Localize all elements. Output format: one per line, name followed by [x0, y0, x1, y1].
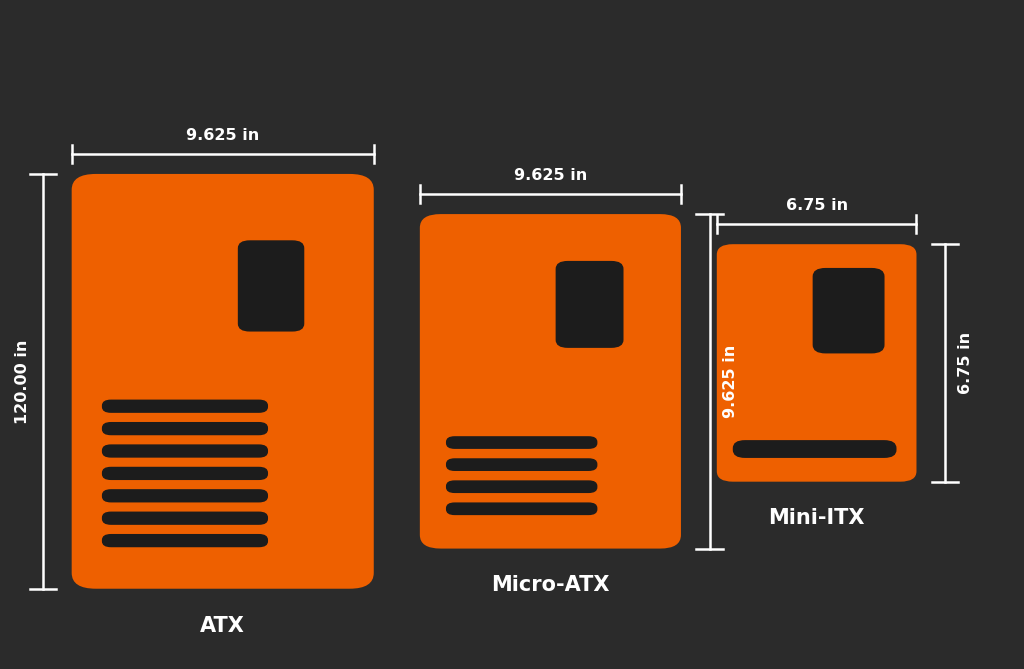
- Text: 9.625 in: 9.625 in: [514, 169, 587, 183]
- FancyBboxPatch shape: [446, 436, 597, 449]
- FancyBboxPatch shape: [102, 512, 268, 525]
- FancyBboxPatch shape: [556, 261, 624, 348]
- FancyBboxPatch shape: [102, 444, 268, 458]
- Text: 9.625 in: 9.625 in: [186, 128, 259, 143]
- FancyBboxPatch shape: [102, 399, 268, 413]
- FancyBboxPatch shape: [813, 268, 885, 353]
- FancyBboxPatch shape: [102, 534, 268, 547]
- Text: 120.00 in: 120.00 in: [15, 339, 30, 423]
- FancyBboxPatch shape: [446, 502, 597, 515]
- Text: ATX: ATX: [201, 615, 245, 636]
- Text: Mini-ITX: Mini-ITX: [768, 508, 865, 529]
- FancyBboxPatch shape: [102, 422, 268, 436]
- Text: 6.75 in: 6.75 in: [785, 199, 848, 213]
- Text: Micro-ATX: Micro-ATX: [492, 575, 609, 595]
- Text: 9.625 in: 9.625 in: [723, 345, 737, 418]
- FancyBboxPatch shape: [420, 214, 681, 549]
- FancyBboxPatch shape: [733, 440, 897, 458]
- Text: 6.75 in: 6.75 in: [958, 332, 973, 394]
- FancyBboxPatch shape: [446, 458, 597, 471]
- FancyBboxPatch shape: [102, 489, 268, 502]
- FancyBboxPatch shape: [72, 174, 374, 589]
- FancyBboxPatch shape: [717, 244, 916, 482]
- FancyBboxPatch shape: [238, 240, 304, 332]
- FancyBboxPatch shape: [102, 467, 268, 480]
- FancyBboxPatch shape: [446, 480, 597, 493]
